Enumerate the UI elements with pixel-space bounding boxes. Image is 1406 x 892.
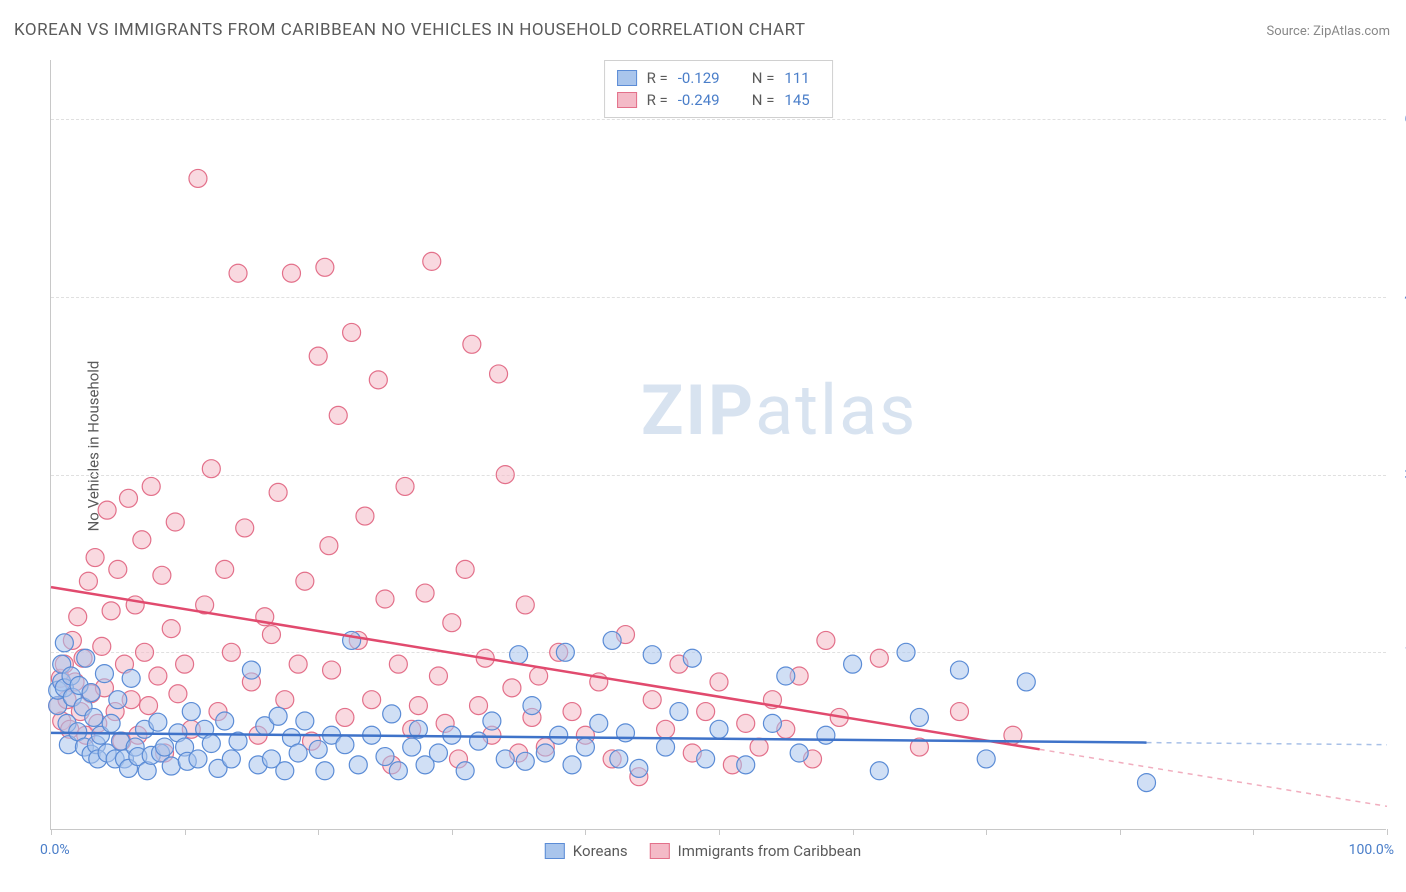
chart-plot-area: ZIPatlas R = -0.129 N = 111 R = -0.249 N… <box>50 60 1386 830</box>
legend-label-koreans: Koreans <box>573 842 628 860</box>
legend-item-caribbean: Immigrants from Caribbean <box>650 842 862 860</box>
scatter-svg <box>51 60 1386 829</box>
correlation-legend: R = -0.129 N = 111 R = -0.249 N = 145 <box>604 60 834 118</box>
x-tick-label-max: 100.0% <box>1349 842 1394 858</box>
chart-title: KOREAN VS IMMIGRANTS FROM CARIBBEAN NO V… <box>14 20 806 40</box>
x-tick-label-min: 0.0% <box>40 842 70 858</box>
legend-label-caribbean: Immigrants from Caribbean <box>678 842 862 860</box>
n-value-caribbean: 145 <box>784 91 820 109</box>
r-label: R = <box>647 69 668 87</box>
series-legend: Koreans Immigrants from Caribbean <box>545 842 861 860</box>
swatch-caribbean-icon <box>650 843 670 859</box>
legend-item-koreans: Koreans <box>545 842 628 860</box>
swatch-koreans-icon <box>545 843 565 859</box>
legend-row-caribbean: R = -0.249 N = 145 <box>617 89 821 111</box>
source-attribution: Source: ZipAtlas.com <box>1266 24 1390 39</box>
n-value-koreans: 111 <box>784 69 820 87</box>
r-label: R = <box>647 91 668 109</box>
r-value-caribbean: -0.249 <box>678 91 742 109</box>
swatch-caribbean <box>617 92 637 108</box>
swatch-koreans <box>617 70 637 86</box>
n-label: N = <box>752 91 775 109</box>
legend-row-koreans: R = -0.129 N = 111 <box>617 67 821 89</box>
r-value-koreans: -0.129 <box>678 69 742 87</box>
n-label: N = <box>752 69 775 87</box>
